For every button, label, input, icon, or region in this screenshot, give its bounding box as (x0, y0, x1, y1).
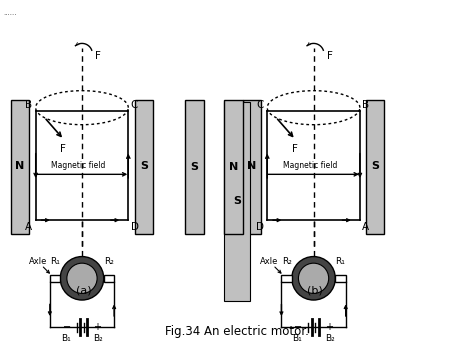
Text: R₂: R₂ (104, 257, 114, 266)
Text: F: F (292, 144, 298, 154)
Text: R₂: R₂ (282, 257, 292, 266)
Text: S: S (372, 161, 380, 171)
Text: Magnetic field: Magnetic field (283, 161, 337, 170)
Text: N: N (228, 162, 238, 172)
Text: B₂: B₂ (93, 334, 103, 343)
Text: F: F (327, 51, 333, 61)
Text: R₁: R₁ (336, 257, 346, 266)
Bar (243, 100, 261, 234)
Bar (104, 275, 114, 282)
Circle shape (299, 263, 328, 293)
Bar (224, 102, 250, 301)
Text: B: B (25, 100, 32, 109)
Text: N: N (247, 161, 256, 171)
Bar (224, 100, 243, 234)
Text: Axle: Axle (260, 257, 279, 266)
Text: N: N (16, 161, 25, 171)
Text: ......: ...... (3, 10, 17, 16)
Text: D: D (256, 222, 264, 232)
Text: S: S (233, 196, 241, 206)
Text: +: + (93, 323, 101, 332)
Text: Magnetic field: Magnetic field (51, 161, 106, 170)
Text: R₁: R₁ (50, 257, 60, 266)
Text: F: F (95, 51, 101, 61)
Text: A: A (362, 222, 369, 232)
Circle shape (60, 257, 104, 300)
Text: S: S (191, 162, 199, 172)
Bar (366, 100, 384, 234)
Text: C: C (131, 100, 138, 109)
Circle shape (67, 263, 97, 293)
Bar (135, 100, 153, 234)
Text: B₂: B₂ (325, 334, 335, 343)
Text: F: F (60, 144, 66, 154)
Bar (185, 100, 204, 234)
Text: B: B (362, 100, 369, 109)
Text: Fig.34 An electric motor.: Fig.34 An electric motor. (165, 325, 309, 338)
Text: Axle: Axle (28, 257, 47, 266)
Text: B₁: B₁ (61, 334, 71, 343)
Text: (a): (a) (75, 285, 91, 295)
Text: +: + (325, 323, 333, 332)
Circle shape (292, 257, 335, 300)
Bar (11, 100, 29, 234)
Text: A: A (25, 222, 32, 232)
Text: S: S (140, 161, 148, 171)
Bar (50, 275, 60, 282)
Text: −: − (63, 323, 71, 332)
Bar (224, 102, 250, 301)
Text: B₁: B₁ (292, 334, 302, 343)
Bar (335, 275, 346, 282)
Text: C: C (256, 100, 264, 109)
Text: −: − (294, 323, 302, 332)
Bar (282, 275, 292, 282)
Text: D: D (131, 222, 139, 232)
Text: (b): (b) (307, 285, 323, 295)
